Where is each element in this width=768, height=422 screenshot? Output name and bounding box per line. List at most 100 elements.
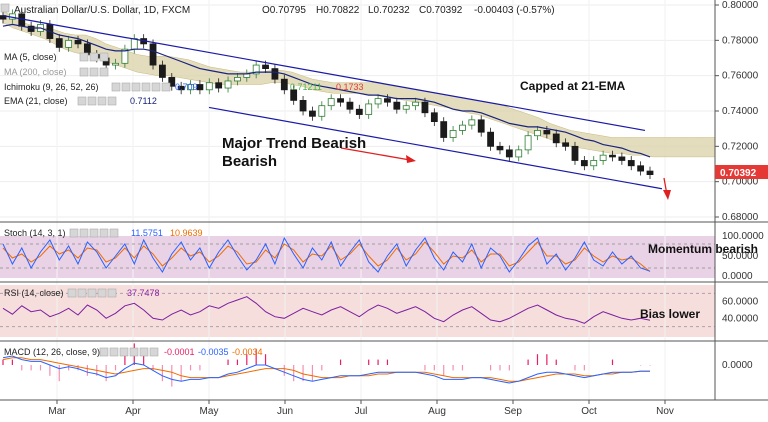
rsi-tick-label: 40.0000 bbox=[722, 313, 759, 324]
candle-body bbox=[27, 25, 35, 32]
stoch-tick-label: 50.0000 bbox=[722, 251, 759, 262]
price-tick-label: 0.68000 bbox=[722, 212, 759, 223]
candle-body bbox=[496, 145, 504, 151]
stoch-note: Momentum bearish bbox=[648, 242, 758, 256]
time-tick-label: Mar bbox=[48, 406, 66, 417]
candle-body bbox=[571, 145, 579, 161]
candle-body bbox=[543, 130, 551, 135]
price-tick-label: 0.70000 bbox=[722, 177, 759, 188]
macd-axis: 0.0000 bbox=[722, 360, 753, 371]
price-axis[interactable]: 0.80000 0.78000 0.76000 0.74000 0.72000 0.700… bbox=[715, 0, 759, 223]
rsi-tick-label: 60.0000 bbox=[722, 297, 759, 308]
candle-body bbox=[449, 130, 457, 138]
upper-trendline bbox=[2, 15, 646, 132]
time-axis[interactable]: Mar Apr May Jun Jul Aug Sep Oct Nov bbox=[48, 400, 674, 417]
stoch-settings-icon[interactable] bbox=[69, 228, 119, 238]
macd-hist-value: -0.0001 bbox=[164, 347, 195, 357]
candle-body bbox=[365, 103, 373, 115]
ma200-label: MA (200, close) bbox=[4, 67, 67, 77]
stoch-tick-label: 100.0000 bbox=[722, 231, 764, 242]
candle-body bbox=[112, 62, 119, 66]
candle-body bbox=[196, 84, 204, 91]
price-tick-label: 0.76000 bbox=[722, 71, 759, 82]
ohlc-change: -0.00403 (-0.57%) bbox=[474, 5, 555, 16]
rsi-series-line bbox=[2, 296, 651, 324]
candle-body bbox=[65, 39, 73, 48]
candle-body bbox=[580, 160, 588, 167]
candle-body bbox=[168, 77, 176, 87]
candle-body bbox=[590, 160, 598, 167]
candlesticks[interactable] bbox=[0, 9, 654, 180]
time-tick-label: Jul bbox=[355, 406, 368, 417]
trendlines bbox=[2, 15, 663, 190]
candle-body bbox=[430, 112, 438, 123]
macd-label: MACD (12, 26, close, 9) bbox=[4, 347, 100, 357]
rsi-note: Bias lower bbox=[640, 307, 700, 321]
candle-body bbox=[280, 78, 288, 91]
candle-body bbox=[262, 64, 269, 69]
candle-body bbox=[149, 43, 157, 66]
ema-settings-icon[interactable] bbox=[77, 96, 117, 106]
candle-body bbox=[402, 105, 410, 110]
rsi-settings-icon[interactable] bbox=[67, 288, 117, 298]
candle-body bbox=[74, 39, 82, 45]
candle-body bbox=[346, 101, 354, 110]
ichimoku-label: Ichimoku (9, 26, 52, 26) bbox=[4, 82, 99, 92]
time-tick-label: Jun bbox=[277, 406, 293, 417]
last-price-label: 0.70392 bbox=[720, 168, 757, 179]
price-tick-label: 0.80000 bbox=[722, 0, 759, 11]
ichimoku-v1: 0.709 bbox=[175, 82, 198, 92]
candle-body bbox=[290, 89, 298, 101]
macd-tick-label: 0.0000 bbox=[722, 360, 753, 371]
chart-title: Australian Dollar/U.S. Dollar, 1D, FXCM bbox=[14, 5, 190, 16]
candle-body bbox=[412, 101, 419, 107]
ma200-settings-icon[interactable] bbox=[79, 67, 109, 77]
ema-value: 0.7112 bbox=[130, 96, 157, 106]
ichimoku-settings-icon[interactable] bbox=[111, 82, 171, 92]
stoch-axis: 100.0000 50.0000 0.0000 bbox=[722, 231, 764, 282]
candle-body bbox=[609, 154, 616, 158]
legend-header: Australian Dollar/U.S. Dollar, 1D, FXCM … bbox=[0, 3, 555, 357]
candle-body bbox=[384, 98, 391, 103]
macd-main-line bbox=[2, 355, 650, 384]
candle-body bbox=[534, 130, 541, 137]
stoch-k-value: 11.5751 bbox=[131, 228, 163, 238]
candle-body bbox=[252, 64, 260, 75]
macd-settings-icon[interactable] bbox=[99, 347, 159, 357]
candle-body bbox=[337, 98, 344, 103]
lower-trendline bbox=[208, 106, 663, 190]
candle-body bbox=[234, 77, 241, 82]
candle-body bbox=[627, 160, 635, 167]
price-tick-label: 0.78000 bbox=[722, 35, 759, 46]
candle-body bbox=[646, 170, 654, 175]
candle-body bbox=[552, 133, 560, 144]
candle-body bbox=[505, 149, 513, 158]
candle-body bbox=[459, 124, 466, 131]
ohlc-open: O0.70795 bbox=[262, 5, 306, 16]
ohlc-low: L0.70232 bbox=[368, 5, 410, 16]
ema-21-line bbox=[2, 23, 651, 158]
stoch-tick-label: 0.0000 bbox=[722, 271, 753, 282]
candle-body bbox=[393, 101, 401, 110]
ema-label: EMA (21, close) bbox=[4, 96, 68, 106]
collapse-icon[interactable] bbox=[0, 3, 10, 13]
annotation-bearish: Bearish bbox=[222, 153, 277, 170]
candle-body bbox=[271, 68, 279, 80]
candle-body bbox=[637, 165, 645, 172]
rsi-label: RSI (14, close) bbox=[4, 288, 64, 298]
candle-body bbox=[374, 98, 382, 105]
candle-body bbox=[421, 101, 429, 114]
price-tick-label: 0.72000 bbox=[722, 141, 759, 152]
candle-body bbox=[477, 119, 485, 133]
stoch-label: Stoch (14, 3, 1) bbox=[4, 228, 66, 238]
annotation-major-trend: Major Trend Bearish bbox=[222, 135, 366, 152]
candle-body bbox=[515, 149, 523, 158]
candle-body bbox=[224, 80, 232, 89]
candle-body bbox=[130, 38, 138, 50]
stoch-lines bbox=[0, 236, 715, 273]
macd-signal-value: -0.0034 bbox=[232, 347, 263, 357]
candle-body bbox=[159, 64, 166, 78]
ma5-label: MA (5, close) bbox=[4, 52, 57, 62]
ma5-settings-icon[interactable] bbox=[79, 52, 109, 62]
